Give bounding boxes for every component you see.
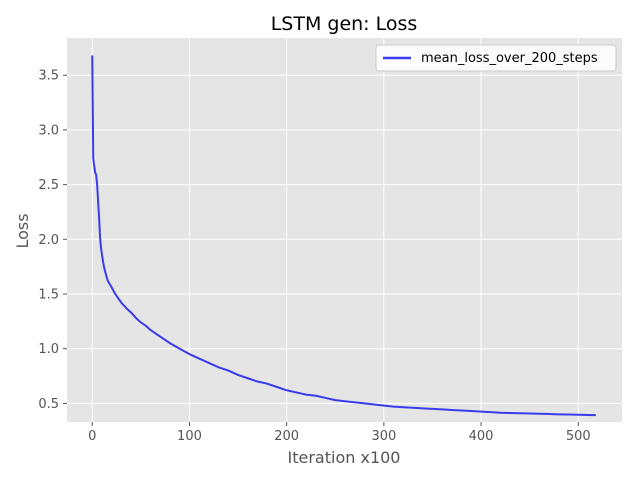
- y-tick-label: 2.5: [38, 178, 59, 193]
- x-tick-label: 0: [88, 429, 96, 444]
- x-axis: 0 100 200 300 400 500: [88, 422, 591, 444]
- x-tick-label: 100: [177, 429, 202, 444]
- series-line-mean-loss: [91, 55, 596, 417]
- x-tick-label: 300: [371, 429, 396, 444]
- legend-box: [375, 44, 617, 72]
- x-tick-label: 400: [469, 429, 494, 444]
- plot-area: [67, 38, 622, 422]
- y-axis: 0.5 1.0 1.5 2.0 2.5 3.0 3.5: [38, 69, 67, 412]
- y-tick-label: 3.5: [38, 69, 59, 84]
- legend: mean_loss_over_200_steps: [375, 44, 617, 72]
- grid-lines: [67, 38, 622, 422]
- legend-label: mean_loss_over_200_steps: [421, 51, 598, 66]
- chart-title: LSTM gen: Loss: [271, 13, 418, 35]
- y-tick-label: 0.5: [38, 397, 59, 412]
- y-tick-label: 1.5: [38, 288, 59, 303]
- x-axis-label: Iteration x100: [288, 448, 401, 467]
- series-layer: [91, 55, 596, 417]
- y-tick-label: 1.0: [38, 342, 59, 357]
- x-tick-label: 200: [274, 429, 299, 444]
- y-tick-label: 2.0: [38, 233, 59, 248]
- y-axis-label: Loss: [13, 213, 32, 248]
- y-tick-label: 3.0: [38, 123, 59, 138]
- x-tick-label: 500: [566, 429, 591, 444]
